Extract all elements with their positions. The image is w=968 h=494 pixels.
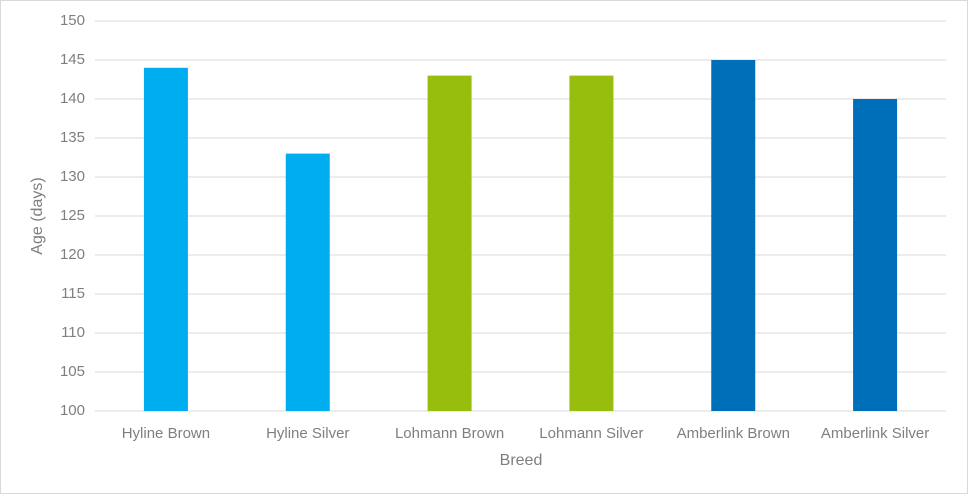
x-tick-label: Hyline Silver [266,425,349,442]
x-tick-label: Lohmann Silver [539,425,643,442]
bar [427,75,472,411]
x-axis-label: Breed [500,452,543,469]
x-tick-label: Amberlink Brown [677,425,790,442]
y-tick-label: 110 [61,324,85,341]
y-tick-label: 120 [60,246,85,263]
y-tick-label: 150 [60,12,85,29]
y-tick-label: 135 [60,129,85,146]
y-tick-label: 145 [60,51,85,68]
bar [143,67,188,412]
bar [569,75,614,411]
y-tick-label: 105 [60,363,85,380]
bar [853,99,898,411]
x-tick-label: Lohmann Brown [395,425,504,442]
y-tick-label: 115 [61,285,85,302]
y-tick-label: 140 [60,90,85,107]
bar [285,153,330,411]
y-tick-label: 130 [60,168,85,185]
y-tick-label: 125 [60,207,85,224]
x-tick-label: Hyline Brown [122,425,210,442]
y-axis-label: Age (days) [29,177,46,254]
x-tick-label: Amberlink Silver [821,425,929,442]
y-tick-label: 100 [60,402,85,419]
bar [711,60,756,411]
